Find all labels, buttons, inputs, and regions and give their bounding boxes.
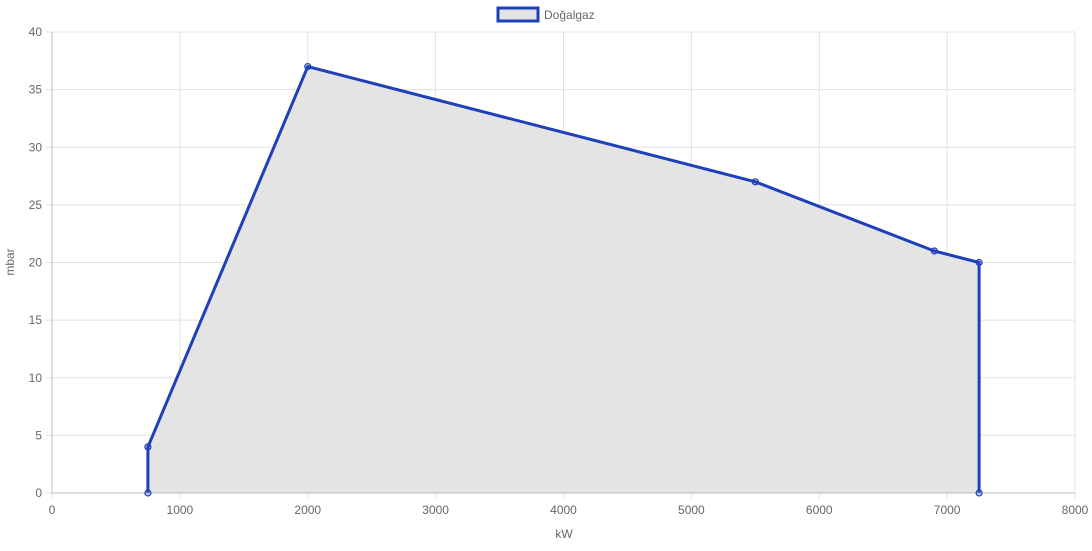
y-tick-label: 25 bbox=[29, 198, 43, 212]
data-point bbox=[975, 489, 983, 497]
x-axis-label: kW bbox=[555, 527, 573, 541]
x-tick-label: 0 bbox=[49, 503, 56, 517]
series-area bbox=[146, 65, 981, 493]
legend-swatch bbox=[496, 6, 540, 23]
x-tick-label: 5000 bbox=[678, 503, 705, 517]
x-tick-label: 2000 bbox=[294, 503, 321, 517]
tick-labels: 0 1000 2000 3000 4000 5000 6000 7000 8000 0 5 10 15 2… bbox=[29, 25, 1089, 517]
y-tick-label: 40 bbox=[29, 25, 43, 39]
y-tick-label: 15 bbox=[29, 313, 43, 327]
legend-label: Doğalgaz bbox=[544, 8, 595, 22]
data-point bbox=[144, 443, 152, 451]
y-tick-label: 0 bbox=[35, 486, 42, 500]
data-point bbox=[975, 258, 983, 267]
y-tick-label: 20 bbox=[29, 256, 43, 270]
series-fill bbox=[147, 66, 980, 493]
x-tick-label: 1000 bbox=[167, 503, 194, 517]
data-point bbox=[144, 489, 152, 497]
y-tick-label: 30 bbox=[29, 140, 43, 154]
x-tick-label: 3000 bbox=[422, 503, 449, 517]
data-point bbox=[751, 178, 759, 186]
series-line bbox=[146, 65, 981, 493]
x-tick-label: 4000 bbox=[550, 503, 577, 517]
axes bbox=[51, 32, 1075, 494]
data-points bbox=[144, 62, 983, 497]
data-point bbox=[304, 62, 312, 71]
x-tick-label: 7000 bbox=[934, 503, 961, 517]
y-tick-label: 10 bbox=[29, 371, 43, 385]
x-tick-label: 6000 bbox=[806, 503, 833, 517]
legend[interactable]: Doğalgaz bbox=[496, 6, 595, 23]
x-tick-label: 8000 bbox=[1062, 503, 1089, 517]
y-tick-label: 35 bbox=[29, 83, 43, 97]
y-tick-label: 5 bbox=[35, 428, 42, 442]
data-point bbox=[930, 247, 938, 255]
y-axis-label: mbar bbox=[3, 248, 17, 275]
